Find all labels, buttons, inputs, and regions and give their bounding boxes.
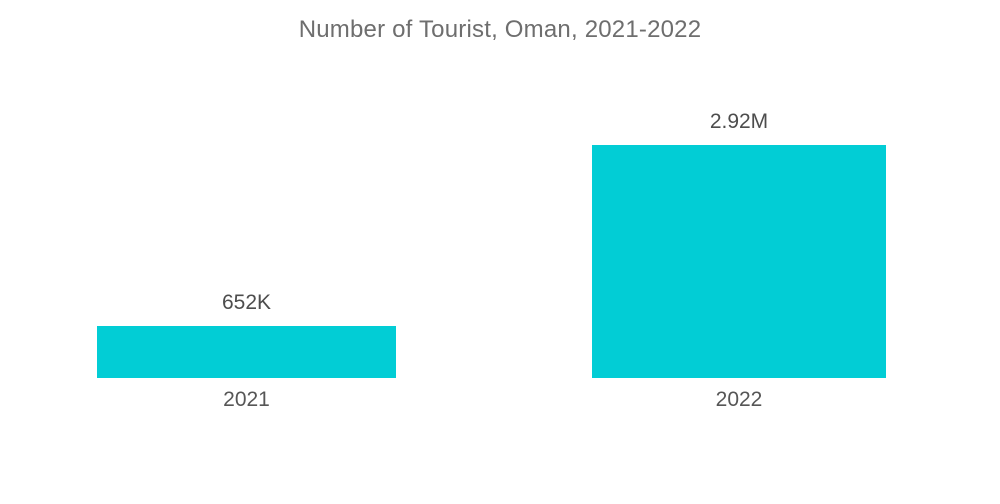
value-label-2022: 2.92M — [709, 110, 769, 133]
category-label-2022: 2022 — [715, 388, 763, 411]
bar-2022 — [592, 145, 886, 378]
bar-2021 — [97, 326, 396, 378]
category-label-2021: 2021 — [223, 388, 270, 411]
chart-title: Number of Tourist, Oman, 2021-2022 — [298, 16, 702, 43]
value-label-2021: 652K — [221, 291, 272, 314]
